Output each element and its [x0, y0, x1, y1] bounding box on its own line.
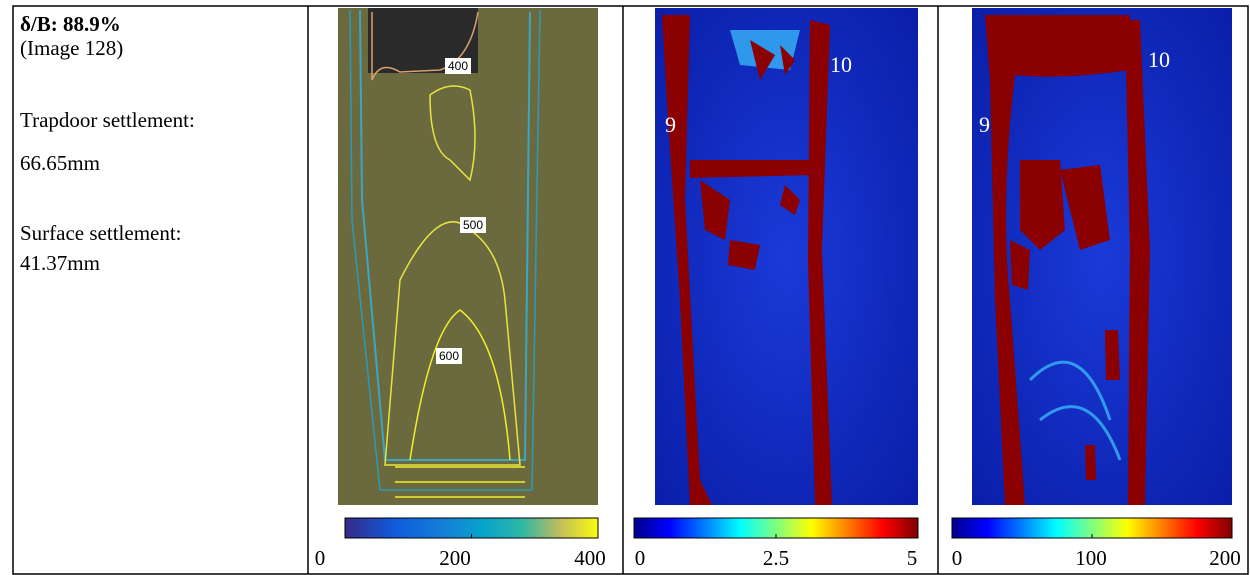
colorbar-tick-label: 0 — [635, 546, 646, 570]
colorbar-tick-label: 200 — [1209, 546, 1241, 570]
annotation: 9 — [979, 112, 990, 137]
contour-label: 600 — [439, 349, 459, 363]
contour-photo: 400 500 600 — [338, 8, 598, 505]
strain-map: 9 10 — [972, 8, 1232, 505]
surface-value: 41.37mm — [20, 251, 100, 275]
trapdoor-value: 66.65mm — [20, 151, 100, 175]
colorbar-tick-label: 5 — [907, 546, 918, 570]
colorbar-tick-label: 200 — [439, 546, 471, 570]
colorbar-tick-label: 400 — [574, 546, 606, 570]
trapdoor-label: Trapdoor settlement: — [20, 108, 195, 132]
table-grid — [12, 5, 1249, 575]
contour-label: 400 — [448, 59, 468, 73]
contour-label: 500 — [463, 218, 483, 232]
colorbar-tick-label: 0 — [315, 546, 326, 570]
info-text: δ/B: 88.9% (Image 128) Trapdoor settleme… — [20, 12, 195, 275]
colorbar-tick-label: 2.5 — [763, 546, 789, 570]
annotation: 10 — [1148, 47, 1170, 72]
image-number: (Image 128) — [20, 36, 123, 60]
annotation: 9 — [665, 112, 676, 137]
surface-label: Surface settlement: — [20, 221, 182, 245]
ratio: δ/B: 88.9% — [20, 12, 121, 36]
annotation: 10 — [830, 52, 852, 77]
colorbar-tick-label: 0 — [952, 546, 963, 570]
strain-map: 9 10 — [655, 8, 918, 505]
colorbar-tick-label: 100 — [1075, 546, 1107, 570]
